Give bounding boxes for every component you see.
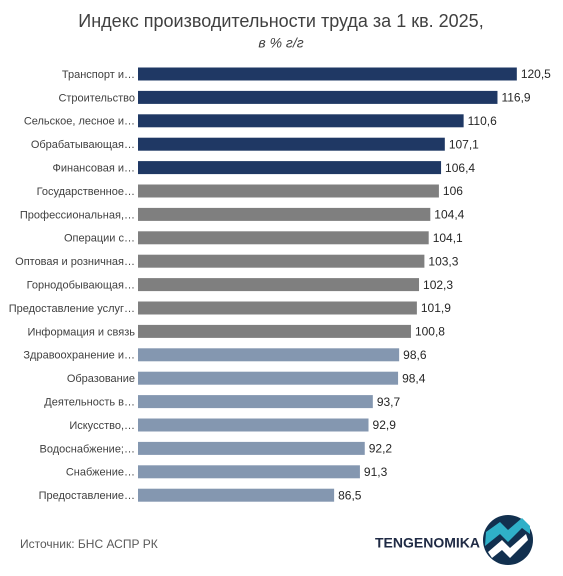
bar [138,161,442,175]
brand: TENGENOMIKA [375,535,480,551]
y-tick-label: Операции с… [64,233,135,245]
bar [138,137,445,151]
bar [138,441,365,455]
y-tick-label: Образование [67,373,135,385]
value-label: 104,4 [434,208,464,222]
value-label: 110,6 [468,114,497,128]
y-tick-label: Профессиональная,… [20,209,135,221]
value-label: 98,4 [402,371,426,385]
chart-title: Индекс производительности труда за 1 кв.… [78,11,483,31]
y-tick-label: Строительство [58,92,135,104]
logo [483,515,533,565]
y-tick-label: Сельское, лесное и… [24,116,135,128]
bar [138,67,517,81]
y-tick-label: Оптовая и розничная… [15,256,135,268]
value-label: 100,8 [415,325,445,339]
y-tick-label: Предоставление услуг… [9,303,135,315]
bar [138,114,464,128]
bar [138,301,417,315]
y-tick-label: Водоснабжение;… [40,443,136,455]
value-label: 104,1 [433,231,463,245]
y-tick-label: Здравоохранение и… [23,350,135,362]
bar [138,184,439,198]
value-label: 98,6 [403,348,427,362]
bar [138,418,369,432]
bar [138,254,425,268]
y-tick-label: Снабжение… [66,467,135,479]
value-label: 103,3 [428,254,458,268]
value-label: 91,3 [364,465,388,479]
source: Источник: БНС АСПР РК [20,537,158,551]
y-tick-label: Транспорт и… [62,69,135,81]
value-label: 102,3 [423,278,453,292]
value-label: 101,9 [421,301,451,315]
logo-mark [488,534,528,558]
value-label: 106 [443,184,463,198]
logo-mark [485,518,530,546]
y-tick-label: Горнодобывающая… [27,280,135,292]
y-tick-label: Информация и связь [27,326,135,338]
value-label: 116,9 [501,91,530,105]
bar [138,465,360,479]
bar [138,90,498,104]
bar [138,348,400,362]
value-label: 92,2 [369,442,393,456]
bar [138,231,429,245]
bar [138,207,431,221]
chart-subtitle: в % г/г [258,35,303,51]
y-tick-label: Финансовая и… [52,163,135,175]
value-label: 107,1 [449,137,479,151]
value-label: 106,4 [445,161,475,175]
value-label: 92,9 [373,418,397,432]
y-tick-label: Предоставление… [39,490,135,502]
y-tick-label: Обрабатывающая… [31,139,135,151]
value-label: 86,5 [338,488,362,502]
bar [138,278,420,292]
value-label: 93,7 [377,395,401,409]
value-label: 120,5 [521,67,551,81]
bar [138,488,335,502]
y-tick-label: Государственное… [37,186,135,198]
bar [138,371,399,385]
y-tick-label: Деятельность в… [44,397,135,409]
bar [138,395,373,409]
bar [138,324,411,338]
y-tick-label: Искусство,… [69,420,135,432]
